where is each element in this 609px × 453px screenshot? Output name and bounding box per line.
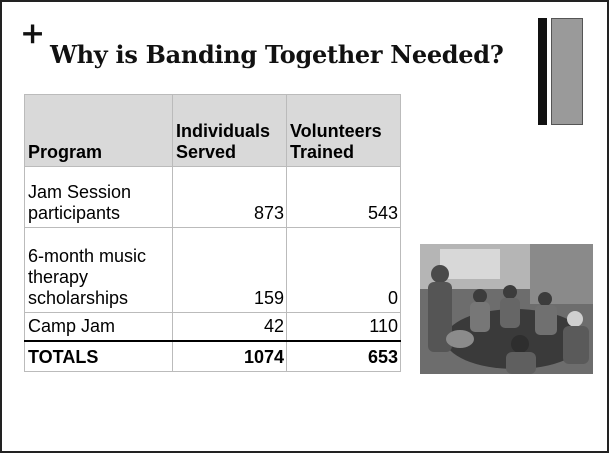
cell: 6-month music therapy scholarships <box>24 227 173 313</box>
row: Jam Session participants 873 543 <box>24 166 401 228</box>
row: Camp Jam 42 110 <box>24 312 401 342</box>
row: 6-month music therapy scholarships 159 0 <box>24 227 401 313</box>
header-row: Program Individuals Served Volunteers Tr… <box>24 94 401 167</box>
header-cell: Individuals Served <box>172 94 287 167</box>
header-cell: Program <box>24 94 173 167</box>
slide-title: Why is Banding Together Needed? <box>50 40 504 69</box>
plus-mark: + <box>20 16 46 51</box>
photo <box>420 244 593 374</box>
cell: 42 <box>172 312 287 342</box>
program-table: Program Individuals Served Volunteers Tr… <box>24 94 401 372</box>
cell: 873 <box>172 166 287 228</box>
cell: 110 <box>286 312 401 342</box>
cell: 1074 <box>172 340 287 372</box>
decor-bar <box>538 18 547 125</box>
cell: Camp Jam <box>24 312 173 342</box>
cell: 159 <box>172 227 287 313</box>
cell: Jam Session participants <box>24 166 173 228</box>
cell: 653 <box>286 340 401 372</box>
totals-row: TOTALS 1074 653 <box>24 340 401 372</box>
cell: 0 <box>286 227 401 313</box>
cell: TOTALS <box>24 340 173 372</box>
decor-box <box>551 18 583 125</box>
header-cell: Volunteers Trained <box>286 94 401 167</box>
cell: 543 <box>286 166 401 228</box>
